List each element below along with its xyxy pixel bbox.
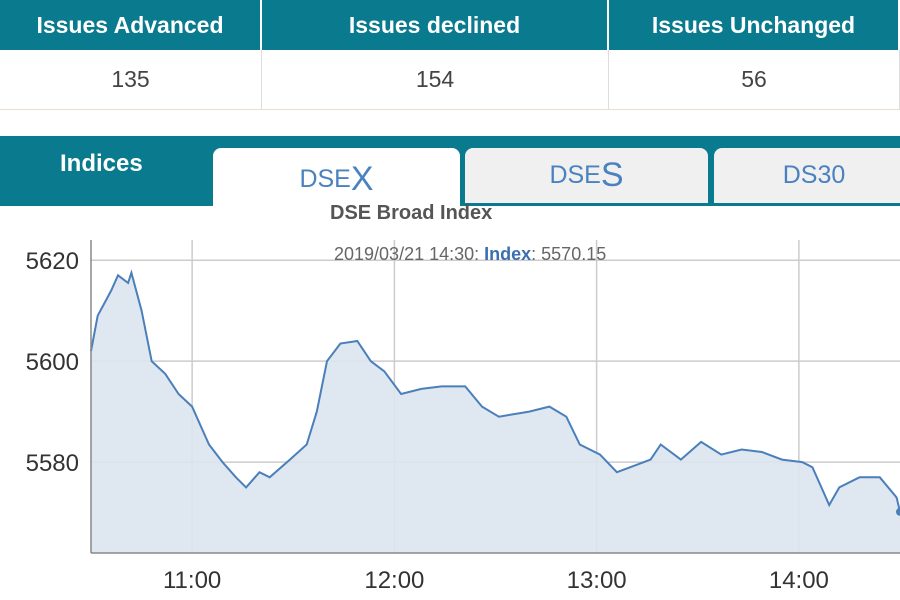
- y-tick-label: 5600: [26, 349, 79, 376]
- hover-point: [896, 507, 900, 516]
- x-tick-label: 12:00: [364, 567, 424, 594]
- tooltip-part: Index: [484, 244, 531, 264]
- series-line: [90, 269, 900, 513]
- x-tick-label: 11:00: [163, 567, 221, 594]
- tab-dses[interactable]: DSE S: [465, 148, 708, 206]
- header-issues-advanced: Issues Advanced: [0, 0, 262, 50]
- tab-label-suffix: S: [600, 156, 624, 194]
- tab-label-suffix: X: [350, 159, 374, 198]
- tooltip-part: : 5570.15: [531, 244, 606, 264]
- indices-tab-bar: Indices DSE X DSE S DS30: [0, 136, 900, 210]
- market-stats-table: Issues Advanced Issues declined Issues U…: [0, 0, 900, 110]
- y-tick-label: 5620: [26, 248, 79, 275]
- series-area: [91, 272, 900, 553]
- tab-label: DSE: [549, 161, 601, 189]
- header-issues-declined: Issues declined: [262, 0, 609, 50]
- value-issues-declined: 154: [262, 50, 609, 110]
- header-issues-unchanged: Issues Unchanged: [609, 0, 900, 50]
- value-issues-advanced: 135: [0, 50, 262, 110]
- tab-label: DS30: [782, 161, 846, 189]
- x-tick-label: 14:00: [769, 567, 829, 594]
- tooltip: 2019/03/21 14:30: Index: 5570.15: [334, 244, 606, 264]
- tab-ds30[interactable]: DS30: [714, 148, 900, 206]
- indices-label: Indices: [60, 150, 143, 177]
- tab-dsex[interactable]: DSE X: [213, 148, 460, 210]
- tooltip-part: 2019/03/21 14:30:: [334, 244, 484, 264]
- x-tick-label: 13:00: [567, 567, 627, 594]
- chart-title: DSE Broad Index: [330, 202, 493, 224]
- y-tick-label: 5580: [26, 450, 79, 477]
- tab-label: DSE: [299, 164, 351, 193]
- value-issues-unchanged: 56: [609, 50, 900, 110]
